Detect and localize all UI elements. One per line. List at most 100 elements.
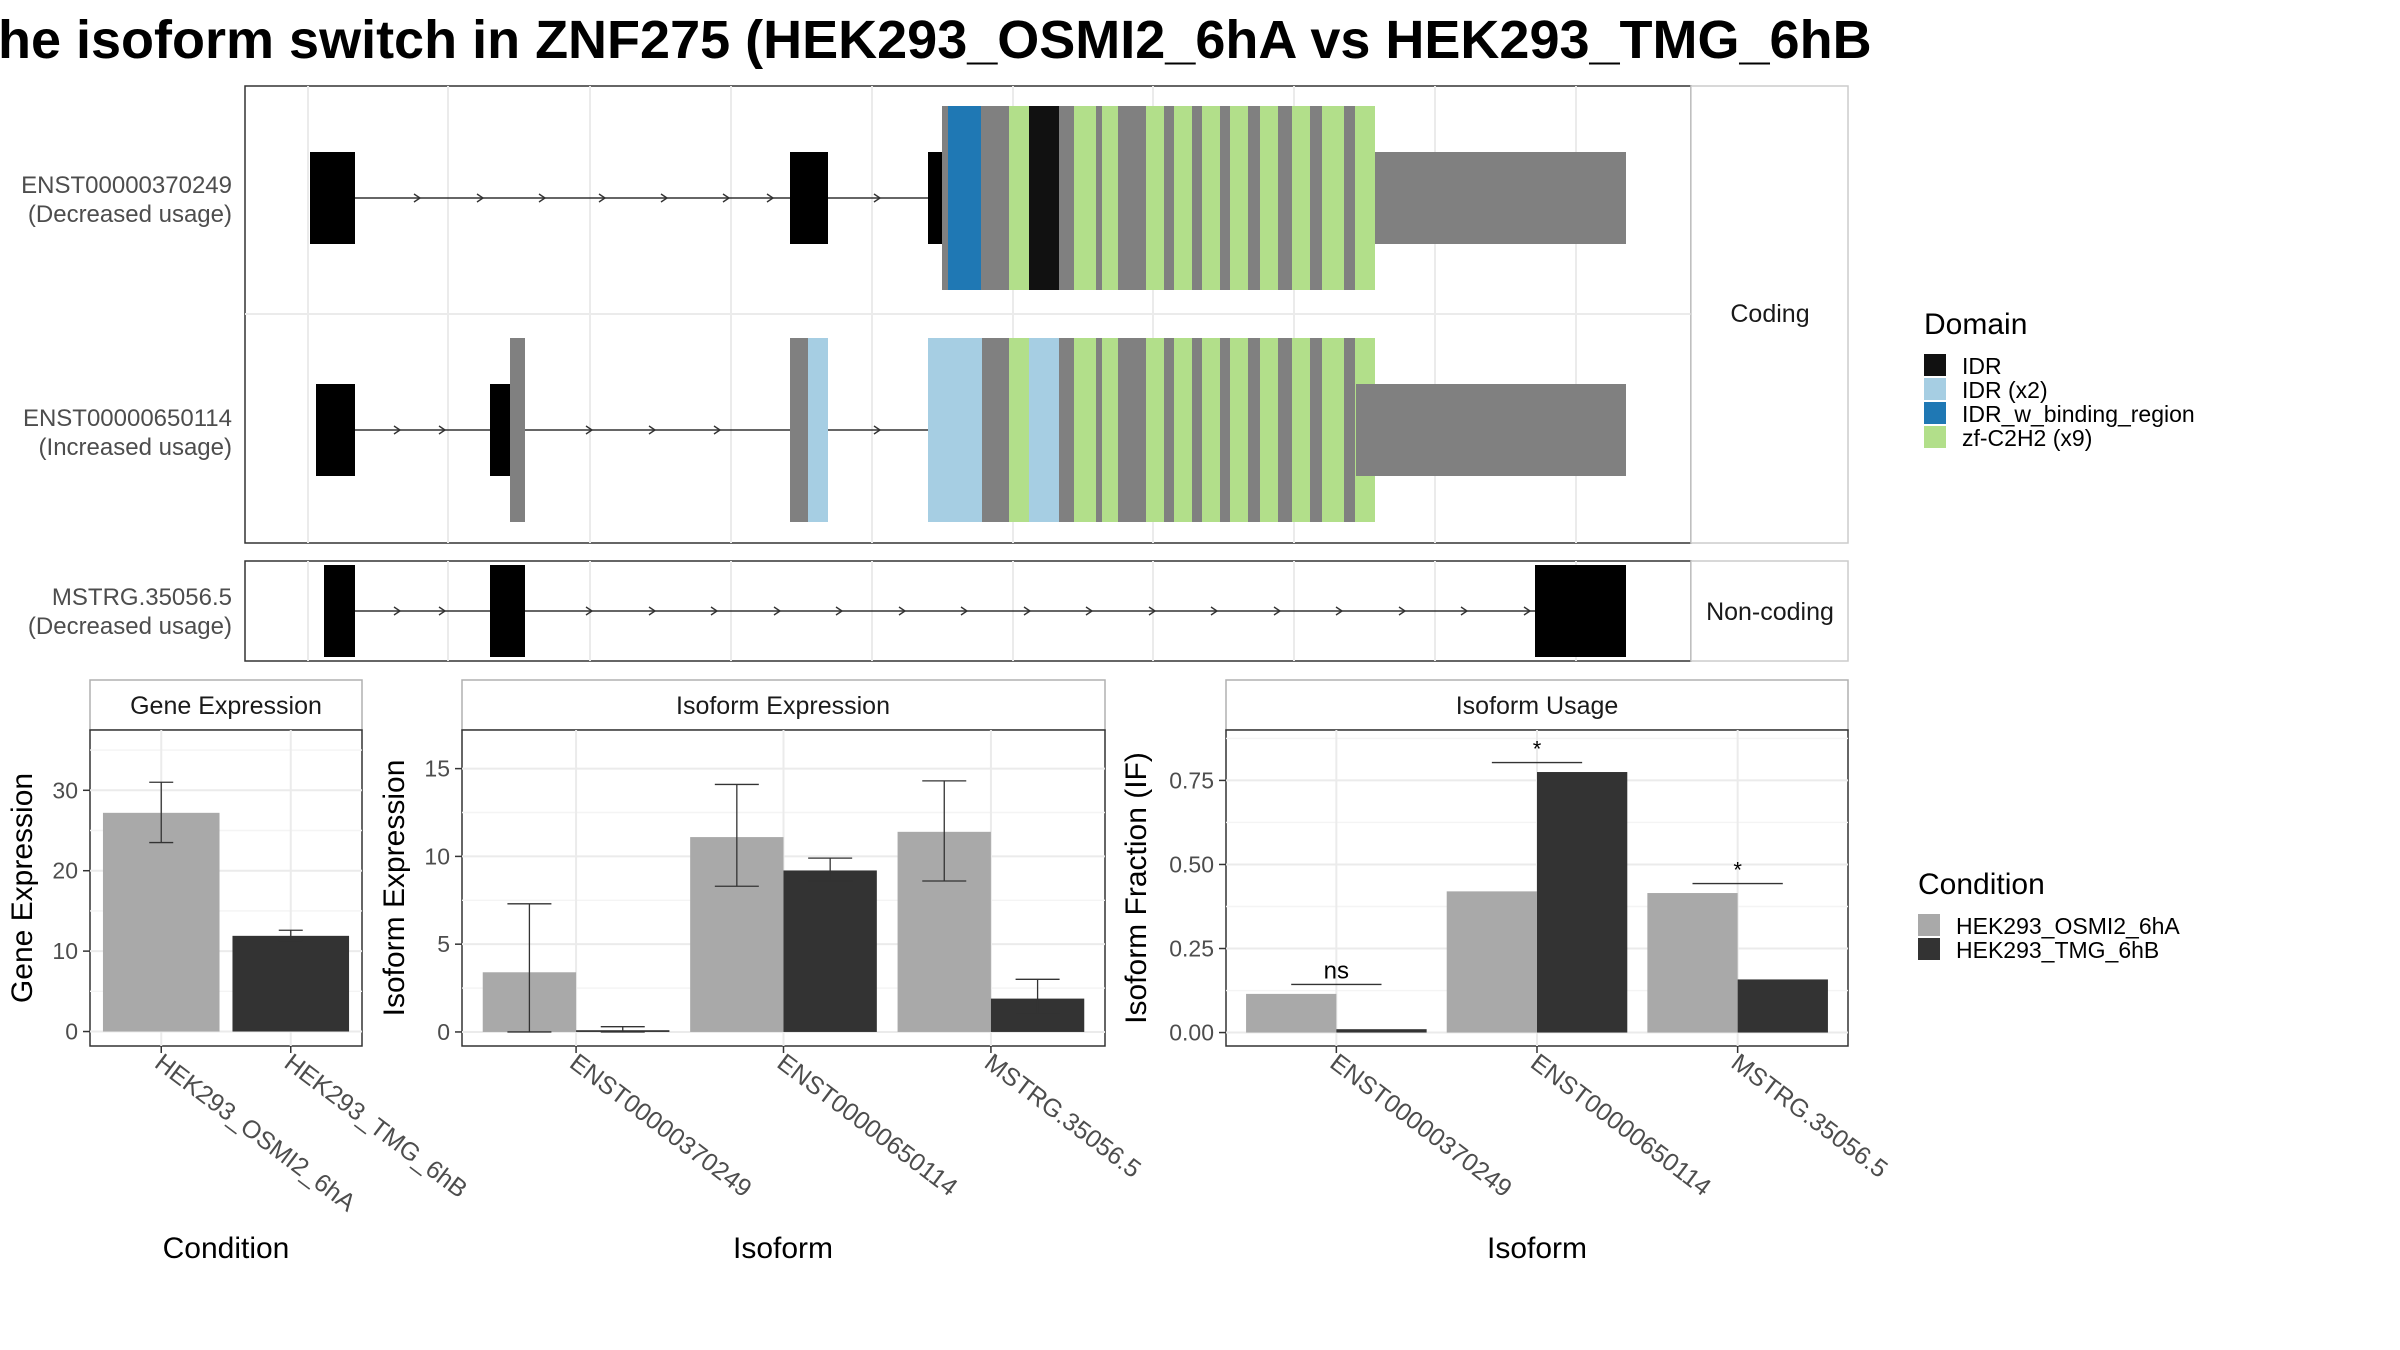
intron-arrow [722,193,731,203]
bar [1737,979,1828,1033]
legend-swatch-tmg [1918,938,1940,960]
y-tick-label: 10 [52,938,78,964]
iso-usage-y-title: Isoform Fraction (IF) [1120,752,1153,1024]
intron-arrow [598,193,607,203]
exon [490,565,525,657]
domain-zf-c2h2 [1230,106,1248,290]
y-tick-label: 5 [437,931,450,957]
iso-usage-bars: ns * * [1246,737,1828,1033]
domain-zf-c2h2 [1009,338,1029,522]
x-tick-label: ENST00000370249 [564,1048,756,1203]
intron-arrow [393,606,402,616]
domain-zf-c2h2 [1322,338,1344,522]
legend-label-idr-x2: IDR (x2) [1962,377,2048,403]
y-tick-label: 0.50 [1169,851,1214,877]
intron-arrow [438,606,447,616]
row-label-enst00000650114-usage: (Increased usage) [39,434,232,461]
significance-label: * [1733,858,1742,883]
intron-arrow [585,425,594,435]
domain-zf-c2h2 [1292,106,1310,290]
intron-arrow [713,425,722,435]
intron-arrow [835,606,844,616]
row-label-mstrg-id: MSTRG.35056.5 [52,584,232,611]
intron-arrow [413,193,422,203]
isoform-usage-chart: Isoform Usage ns * * 0.00 0.25 0.50 0.75 ENST… [1120,679,1893,1265]
iso-expr-y-title: Isoform Expression [378,760,411,1017]
domain-idr-x2 [808,338,828,522]
legend-label-idr-w-binding: IDR_w_binding_region [1962,401,2195,427]
domain-zf-c2h2 [1355,106,1375,290]
y-tick-label: 20 [52,858,78,884]
gene-expr-y-ticks: 0 10 20 30 [52,777,90,1045]
y-tick-label: 0.00 [1169,1020,1214,1046]
bar [1336,1029,1427,1033]
intron-arrow [1335,606,1344,616]
row-label-mstrg-usage: (Decreased usage) [28,613,232,640]
coding-strip-label: Coding [1730,300,1809,328]
gene-expr-x-title: Condition [163,1232,290,1265]
domain-zf-c2h2 [1230,338,1248,522]
x-tick-label: MSTRG.35056.5 [979,1048,1146,1183]
legend-label-osmi2: HEK293_OSMI2_6hA [1956,913,2180,939]
exon [324,565,355,657]
iso-expr-y-ticks: 0 5 10 15 [424,756,462,1045]
intron-arrow [773,606,782,616]
domain-zf-c2h2 [1074,338,1096,522]
legend-label-tmg: HEK293_TMG_6hB [1956,937,2159,963]
exon [316,384,355,476]
intron-arrow [960,606,969,616]
intron-arrow [873,193,882,203]
bar [102,812,220,1032]
domain-zf-c2h2 [1009,106,1029,290]
bar [1537,772,1628,1033]
gene-expr-title: Gene Expression [130,692,322,720]
legend-swatch-idr-x2 [1924,378,1946,400]
row-label-enst00000370249-id: ENST00000370249 [21,172,232,199]
y-tick-label: 10 [424,843,450,869]
significance-label: * [1533,737,1542,762]
x-tick-label: MSTRG.35056.5 [1726,1048,1893,1183]
domain-zf-c2h2 [1202,106,1220,290]
domain-idr-w-binding-region [948,106,981,290]
domain-zf-c2h2 [1174,338,1192,522]
exon [1535,565,1626,657]
intron-arrow [393,425,402,435]
intron-arrow [1148,606,1157,616]
domain-zf-c2h2 [1292,338,1310,522]
y-tick-label: 0 [65,1019,78,1045]
domain-idr-x2 [1029,338,1059,522]
bar [783,870,877,1032]
iso-expr-strip [461,679,1106,731]
figure-title: he isoform switch in ZNF275 (HEK293_OSMI… [0,10,1872,70]
iso-usage-title: Isoform Usage [1456,692,1619,720]
coding-exon [928,338,1356,522]
utr-exon [1356,384,1626,476]
intron-arrow [476,193,485,203]
transcript-enst00000650114 [316,338,1626,522]
domain-zf-c2h2 [1146,106,1164,290]
iso-expr-title: Isoform Expression [676,692,890,720]
legend-swatch-zf-c2h2 [1924,426,1946,448]
significance-label: ns [1324,957,1349,984]
isoform-expression-chart: Isoform Expression 0 5 10 15 ENST0000037024… [378,679,1146,1265]
intron-arrow [1085,606,1094,616]
structure-coding-panel: Coding ENST00000370249 (Decreased usage)… [21,85,1849,544]
intron-arrow [1398,606,1407,616]
gene-expr-y-title: Gene Expression [6,773,39,1003]
gene-expr-bars [102,781,350,1032]
intron-arrow [538,193,547,203]
iso-usage-y-ticks: 0.00 0.25 0.50 0.75 [1169,767,1226,1046]
intron-arrow [1273,606,1282,616]
x-tick-label: ENST00000650114 [1525,1048,1716,1201]
exon [928,152,942,244]
x-tick-label: ENST00000650114 [772,1048,963,1201]
domain-zf-c2h2 [1074,106,1096,290]
coding-strip [1690,85,1849,544]
y-tick-label: 0.75 [1169,767,1214,793]
intron-arrow [1210,606,1219,616]
intron-arrow [648,425,657,435]
x-tick-label: ENST00000370249 [1325,1048,1517,1203]
structure-noncoding-panel: Non-coding MSTRG.35056.5 (Decreased usag… [28,560,1849,662]
legend-label-zf-c2h2: zf-C2H2 (x9) [1962,425,2092,451]
